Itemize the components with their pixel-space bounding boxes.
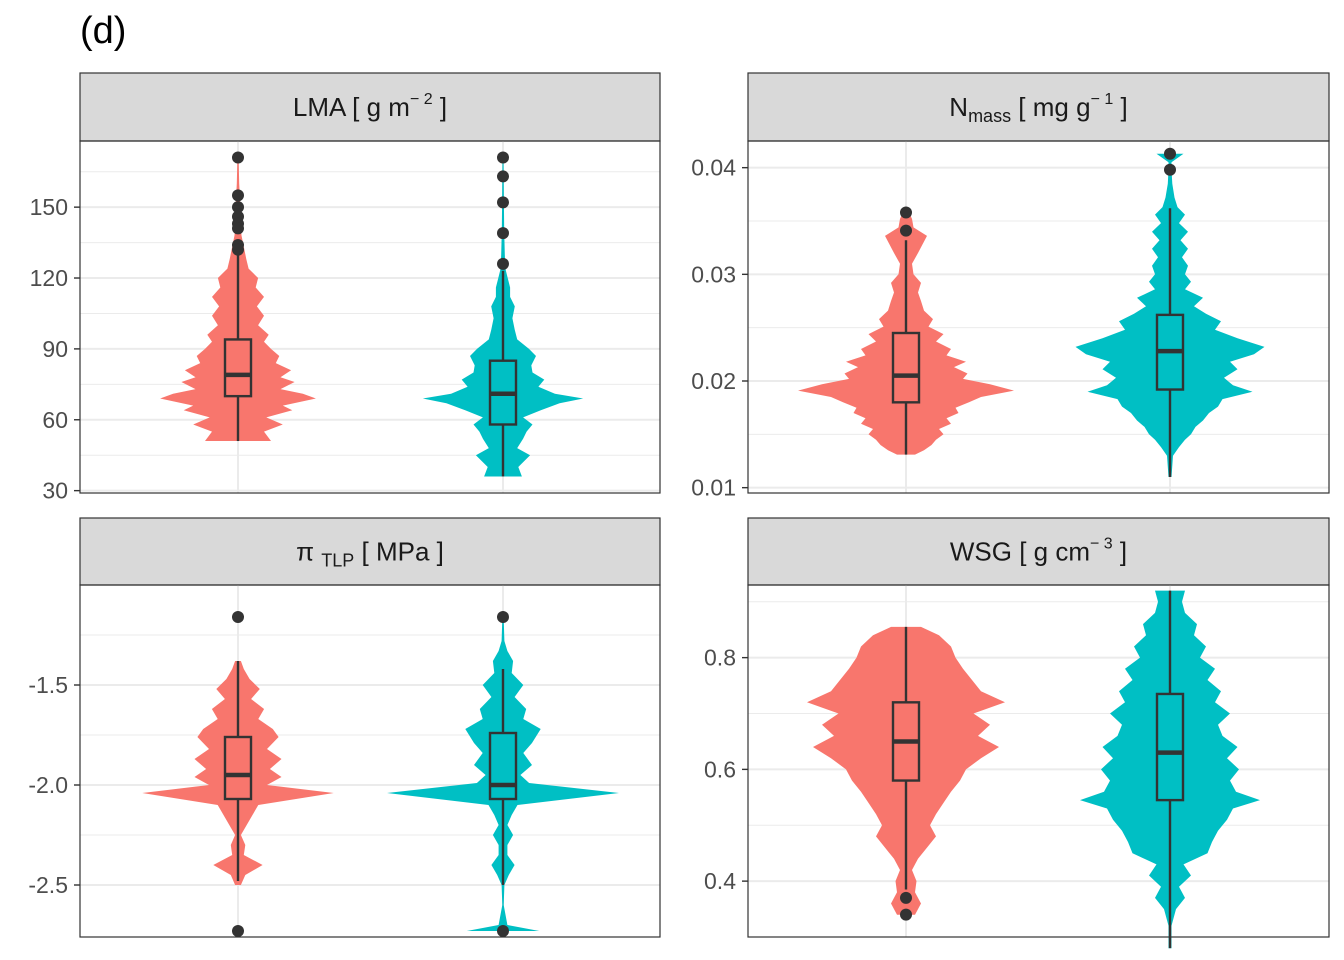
y-tick-label: -2.5 xyxy=(28,872,68,898)
box xyxy=(891,331,921,404)
facet-nmass: Nmass [ mg g− 1 ] 0.01 0.02 0.03 0.04 xyxy=(691,72,1330,501)
facet-title-mid: [ mg g xyxy=(1011,92,1090,122)
outlier-point xyxy=(497,611,509,623)
violin-group-2 xyxy=(387,619,619,931)
outlier-point xyxy=(497,257,509,270)
y-tick-label: 0.03 xyxy=(691,261,736,287)
facet-lma: LMA [ g m− 2 ] 30 60 90 120 150 xyxy=(30,72,661,504)
y-tick-label: 0.8 xyxy=(704,645,736,671)
violin-group-2 xyxy=(1080,590,1260,949)
facet-title: Nmass [ mg g− 1 ] xyxy=(949,91,1127,126)
facet-title-main: N xyxy=(949,92,968,122)
outlier-point xyxy=(900,891,912,904)
facet-strip xyxy=(747,517,1330,586)
outlier-point xyxy=(232,243,244,256)
y-tick-label: 0.6 xyxy=(704,756,736,782)
panel-border xyxy=(747,584,1330,938)
facet-title-subscript: mass xyxy=(968,106,1011,126)
facet-wsg: WSG [ g cm− 3 ] 0.4 0.6 0.8 xyxy=(704,517,1330,949)
outlier-point xyxy=(497,925,509,937)
y-tick-label: 0.02 xyxy=(691,368,736,394)
facet-title: LMA [ g m− 2 ] xyxy=(293,91,447,122)
outlier-point xyxy=(232,222,244,235)
outlier-point xyxy=(497,170,509,183)
outlier-point xyxy=(900,224,912,237)
violin-group-1 xyxy=(807,626,1005,915)
panel-border xyxy=(79,584,661,938)
facet-title-tail: ] xyxy=(1113,537,1127,567)
y-tick-label: 0.4 xyxy=(704,868,736,894)
facet-strip xyxy=(79,72,661,142)
facet-strip xyxy=(79,517,661,586)
panel-border xyxy=(747,140,1330,494)
y-tick-label: -1.5 xyxy=(28,672,68,698)
figure-panel-label: (d) xyxy=(80,10,127,52)
box xyxy=(488,731,518,801)
facet-title-main: LMA [ g m xyxy=(293,92,410,122)
outlier-point xyxy=(497,196,509,209)
y-tick-label: 30 xyxy=(42,478,68,504)
facet-title-tail: ] xyxy=(1113,92,1127,122)
outlier-point xyxy=(232,201,244,214)
facet-title-superscript: − 2 xyxy=(410,91,433,108)
box xyxy=(223,338,253,398)
panel-border xyxy=(79,140,661,494)
facet-title: π TLP [ MPa ] xyxy=(296,537,444,571)
y-tick-label: 150 xyxy=(30,194,68,220)
outlier-point xyxy=(232,925,244,937)
outlier-point xyxy=(232,151,244,164)
facet-title-tail: ] xyxy=(433,92,447,122)
facet-title-superscript: − 1 xyxy=(1091,91,1114,108)
facet-title-subscript: TLP xyxy=(321,551,354,571)
y-tick-label: -2.0 xyxy=(28,772,68,798)
outlier-point xyxy=(1164,163,1176,176)
outlier-point xyxy=(497,227,509,240)
outlier-point xyxy=(1164,147,1176,160)
facet-title-tail: [ MPa ] xyxy=(354,537,444,567)
y-tick-label: 0.04 xyxy=(691,155,736,181)
facet-title-main: WSG [ g cm xyxy=(950,537,1090,567)
outlier-point xyxy=(232,189,244,202)
facet-title: WSG [ g cm− 3 ] xyxy=(950,536,1127,567)
facet-pi-tlp: π TLP [ MPa ] -2.5 -2.0 -1.5 xyxy=(28,517,661,938)
facet-title-main: π xyxy=(296,537,321,567)
facet-strip xyxy=(747,72,1330,142)
y-tick-label: 90 xyxy=(42,336,68,362)
outlier-point xyxy=(497,151,509,164)
box xyxy=(223,735,253,801)
outlier-point xyxy=(900,908,912,921)
facet-title-superscript: − 3 xyxy=(1090,536,1113,553)
y-tick-label: 120 xyxy=(30,265,68,291)
outlier-point xyxy=(900,206,912,219)
y-tick-label: 60 xyxy=(42,407,68,433)
outlier-point xyxy=(232,611,244,623)
y-tick-label: 0.01 xyxy=(691,475,736,501)
box xyxy=(1155,692,1185,802)
